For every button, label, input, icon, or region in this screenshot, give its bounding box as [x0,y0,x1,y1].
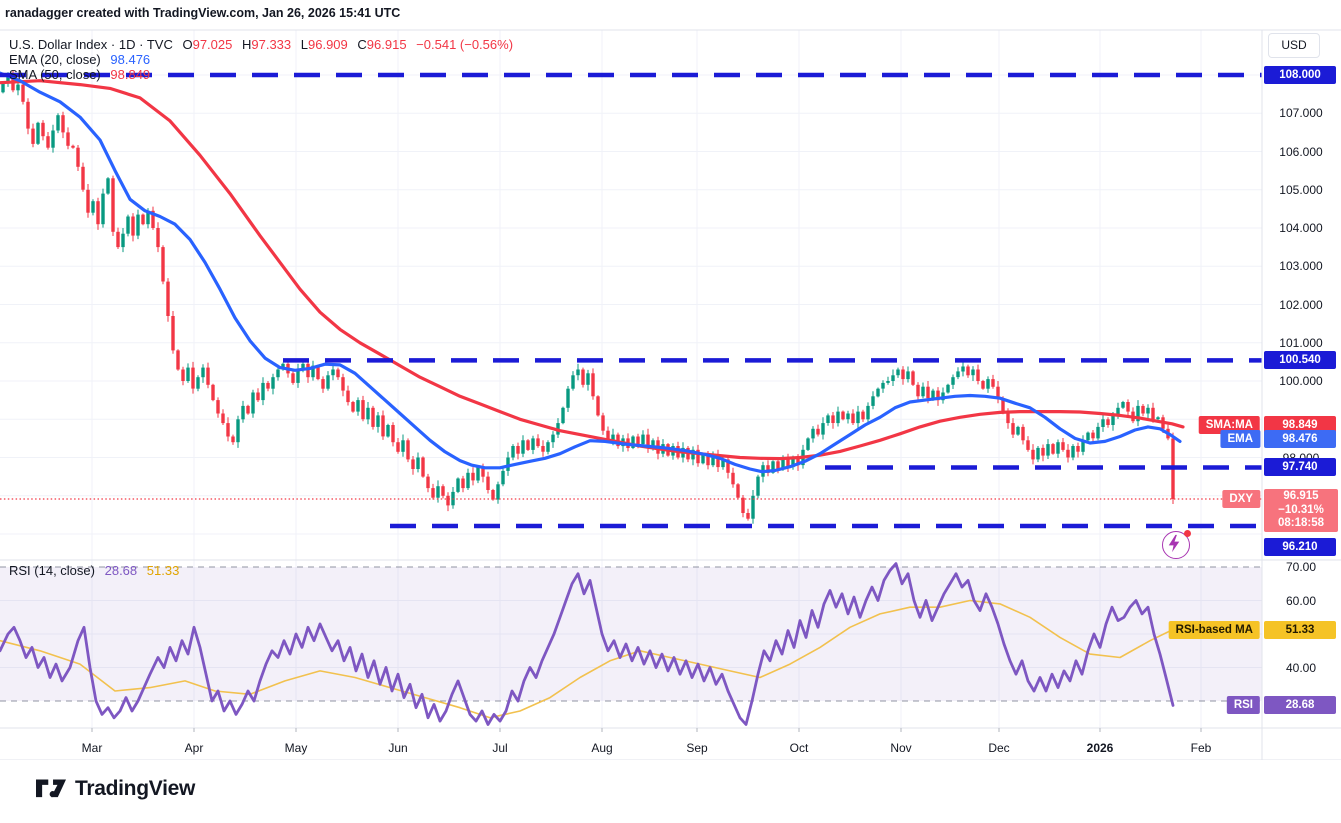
interval-label[interactable]: 1D [118,37,136,52]
ema-legend-row[interactable]: EMA (20, close) 98.476 [9,52,513,67]
change-value: −0.541 (−0.56%) [416,37,514,52]
rsi-ma-value: 51.33 [146,563,180,578]
tradingview-logo[interactable]: TradingView [36,777,195,801]
ema-value: 98.476 [110,52,151,67]
lightning-icon [1168,534,1180,553]
symbol-title[interactable]: U.S. Dollar Index [9,37,108,52]
time-axis[interactable] [0,728,1262,760]
open-key: O [182,37,193,52]
legend-separator: · [110,37,116,52]
ema-line [0,71,1182,474]
currency-button[interactable]: USD [1268,33,1320,58]
exchange-label: TVC [146,37,173,52]
ema-label: EMA (20, close) [9,52,101,67]
symbol-legend-row[interactable]: U.S. Dollar Index · 1D · TVC O97.025 H97… [9,37,513,52]
low-value: 96.909 [308,37,348,52]
attribution-text: ranadagger created with TradingView.com,… [5,6,401,20]
close-key: C [357,37,367,52]
tradingview-wordmark: TradingView [75,777,196,800]
tradingview-logo-icon [36,779,66,798]
high-value: 97.333 [251,37,292,52]
sma-label: SMA (50, close) [9,67,101,82]
sma-value: 98.849 [110,67,151,82]
rsi-label: RSI (14, close) [9,563,95,578]
rsi-line [0,562,1175,726]
sma-line [0,79,1185,461]
high-key: H [241,37,252,52]
notification-dot [1184,530,1191,537]
rsi-band [0,567,1262,701]
rsi-legend-row[interactable]: RSI (14, close) 28.68 51.33 [9,563,179,578]
chart-legend: U.S. Dollar Index · 1D · TVC O97.025 H97… [9,37,513,82]
footer-bar: TradingView [0,760,1341,823]
sma-legend-row[interactable]: SMA (50, close) 98.849 [9,67,513,82]
low-key: L [300,37,308,52]
open-value: 97.025 [192,37,233,52]
price-axis[interactable] [1262,30,1341,760]
candles [1,70,1175,524]
close-value: 96.915 [366,37,407,52]
rsi-value: 28.68 [104,563,138,578]
legend-separator: · [139,37,144,52]
flash-action-button[interactable] [1162,530,1191,559]
